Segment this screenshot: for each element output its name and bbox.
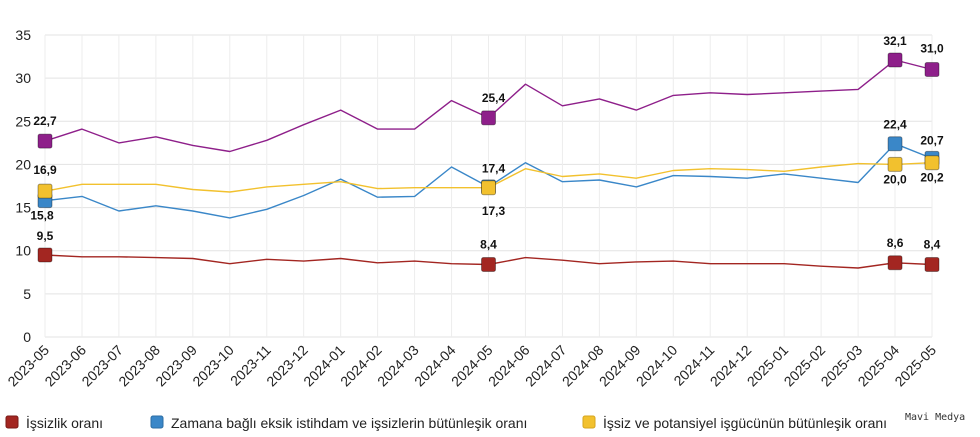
y-tick-label: 35 xyxy=(15,27,31,43)
data-label-s2-p24: 20,2 xyxy=(920,171,944,185)
data-label-s2-p12: 17,4 xyxy=(482,162,506,176)
legend: İşsizlik oranı Zamana bağlı eksik istihd… xyxy=(5,414,887,431)
data-label-s2-p23: 20,0 xyxy=(883,172,907,186)
data-label-s1-p23: 22,4 xyxy=(883,118,907,132)
marker-s2-p0 xyxy=(37,183,53,199)
x-tick-label: 2024-10 xyxy=(633,342,681,390)
data-label-s1-p24: 20,7 xyxy=(920,133,944,147)
y-tick-label: 0 xyxy=(23,329,31,345)
marker-s2-p23 xyxy=(887,156,903,172)
y-tick-label: 20 xyxy=(15,156,31,172)
marker-s2-p24 xyxy=(924,155,940,171)
legend-swatch-issizlik xyxy=(5,415,19,429)
y-tick-label: 15 xyxy=(15,200,31,216)
y-tick-label: 30 xyxy=(15,70,31,86)
marker-s0-p0 xyxy=(37,247,53,263)
data-label-s2-p0: 16,9 xyxy=(33,163,57,177)
marker-s3-p23 xyxy=(887,52,903,68)
legend-label-issizlik: İşsizlik oranı xyxy=(26,414,103,431)
marker-s3-p0 xyxy=(37,133,53,149)
data-label-s0-p23: 8,6 xyxy=(887,236,904,250)
marker-s0-p12 xyxy=(481,257,496,273)
legend-label-zamana-bagli: Zamana bağlı eksik istihdam ve işsizleri… xyxy=(171,415,527,431)
x-tick-label: 2025-05 xyxy=(891,342,939,390)
x-tick-label: 2023-10 xyxy=(189,342,237,390)
y-tick-label: 10 xyxy=(15,243,31,259)
data-labels: 9,5 8,4 8,6 8,4 15,8 17,3 22,4 20,7 16,9 17,4 20,0… xyxy=(30,34,944,251)
y-tick-label: 25 xyxy=(15,113,31,129)
marker-s3-p12 xyxy=(481,110,496,126)
axes: 051015202530352023-052023-062023-072023-… xyxy=(4,27,939,389)
legend-swatch-zamana-bagli xyxy=(150,415,164,429)
data-label-s3-p0: 22,7 xyxy=(33,114,57,128)
data-label-s0-p0: 9,5 xyxy=(37,229,54,243)
marker-s0-p23 xyxy=(887,255,903,271)
y-tick-label: 5 xyxy=(23,286,31,302)
legend-swatch-issiz-potansiyel xyxy=(582,415,596,429)
data-label-s0-p24: 8,4 xyxy=(924,238,941,252)
data-label-s1-p12: 17,3 xyxy=(482,204,506,218)
data-label-s1-p0: 15,8 xyxy=(30,209,54,223)
data-label-s3-p12: 25,4 xyxy=(482,91,506,105)
marker-s3-p24 xyxy=(924,62,940,78)
marker-s1-p23 xyxy=(887,136,903,152)
data-label-s0-p12: 8,4 xyxy=(480,238,497,252)
data-label-s3-p24: 31,0 xyxy=(920,42,944,56)
marker-s2-p12 xyxy=(481,180,496,196)
marker-s0-p24 xyxy=(924,257,940,273)
legend-label-issiz-potansiyel: İşsiz ve potansiyel işgücünün bütünleşik… xyxy=(603,414,887,431)
series-markers xyxy=(37,52,940,273)
watermark: Mavi Medya xyxy=(905,412,965,423)
data-label-s3-p23: 32,1 xyxy=(883,34,907,48)
